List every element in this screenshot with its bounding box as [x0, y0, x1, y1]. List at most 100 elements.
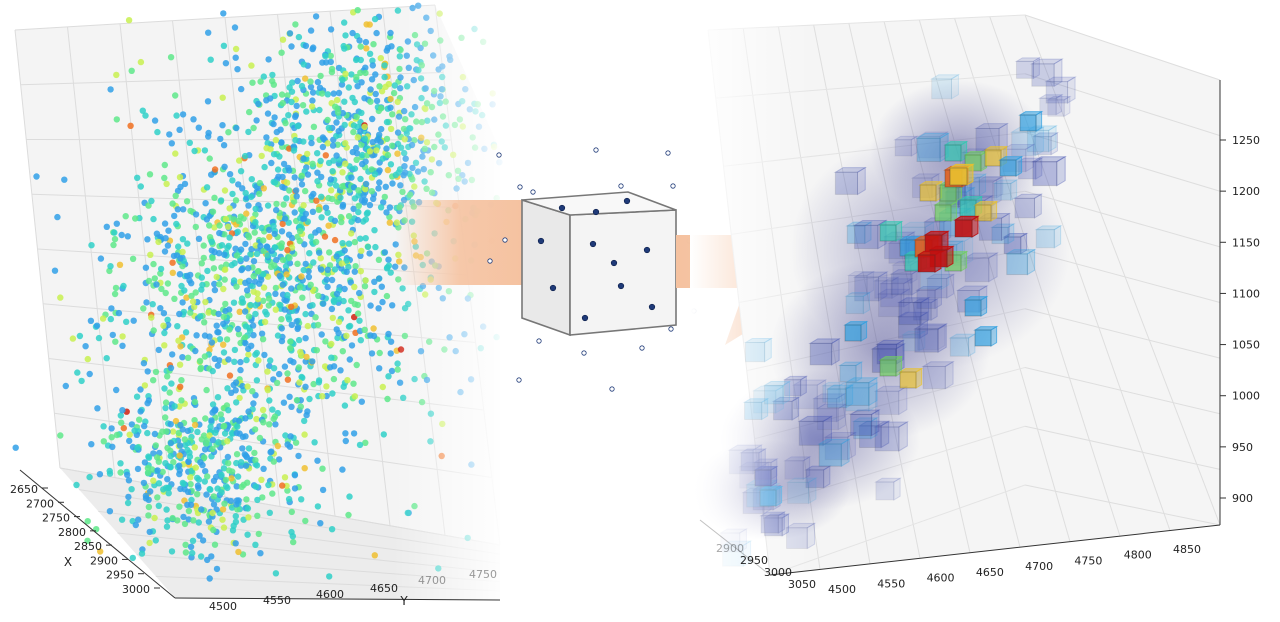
scatter-point — [242, 308, 249, 315]
scatter-point — [211, 541, 219, 548]
scatter-point — [318, 266, 325, 273]
voxel — [871, 409, 880, 437]
voxel — [914, 328, 939, 353]
scatter-point — [321, 233, 329, 240]
scatter-point — [232, 513, 239, 520]
scatter-point — [233, 124, 240, 132]
voxel — [1032, 136, 1052, 156]
voxel — [1031, 156, 1067, 163]
scatter-point — [266, 226, 273, 233]
scatter-point — [295, 336, 303, 344]
z-tick-label: 1250 — [1232, 134, 1260, 147]
scatter-point — [129, 554, 136, 562]
scatter-point — [208, 417, 215, 424]
scatter-point — [271, 230, 278, 238]
scatter-point — [238, 85, 245, 93]
scatter-point — [140, 479, 148, 487]
scatter-point — [99, 315, 107, 322]
scatter-point — [270, 222, 277, 230]
voxel — [852, 271, 889, 278]
scatter-point — [280, 399, 288, 406]
scatter-point — [111, 229, 118, 236]
scatter-point — [235, 548, 242, 556]
scatter-point — [51, 267, 59, 274]
scatter-point — [301, 431, 308, 438]
scatter-point — [164, 280, 172, 287]
scatter-point — [148, 314, 155, 321]
scatter-point — [210, 501, 218, 508]
scatter-point — [220, 313, 227, 320]
scatter-point — [176, 403, 183, 410]
scatter-point — [146, 539, 153, 547]
scatter-point — [137, 408, 144, 415]
voxel — [919, 184, 937, 202]
scatter-point — [237, 168, 245, 175]
scatter-point — [237, 366, 244, 374]
scatter-point — [275, 173, 282, 180]
cube-inner-point — [581, 314, 589, 322]
right-y-axis-line — [769, 524, 1221, 576]
scatter-point — [312, 229, 319, 236]
scatter-point — [213, 273, 220, 281]
scatter-point — [179, 262, 186, 270]
y-tick-label: 4700 — [418, 574, 446, 587]
voxel — [1031, 132, 1060, 138]
voxel — [872, 276, 900, 282]
voxel — [1007, 223, 1015, 245]
scatter-point — [84, 537, 91, 544]
scatter-point — [271, 114, 278, 121]
cube-outer-point — [517, 184, 523, 190]
scatter-point — [208, 553, 215, 560]
scatter-point — [229, 177, 236, 184]
scatter-point — [165, 227, 172, 234]
cube-outer-point — [536, 338, 542, 344]
scatter-point — [232, 540, 239, 547]
voxel — [1002, 232, 1029, 238]
voxel — [875, 339, 906, 345]
scatter-point — [291, 485, 299, 492]
scatter-point — [273, 206, 280, 214]
voxel — [920, 296, 930, 326]
voxel — [898, 316, 921, 339]
scatter-point — [312, 13, 320, 20]
scatter-point — [144, 469, 152, 476]
scatter-point — [246, 327, 254, 334]
scatter-point — [197, 553, 205, 560]
scatter-point — [191, 147, 198, 155]
scatter-point — [141, 422, 148, 430]
scatter-point — [309, 208, 317, 215]
voxel — [917, 136, 941, 159]
voxel — [913, 323, 949, 330]
scatter-point — [244, 383, 251, 390]
scatter-point — [187, 543, 195, 550]
scatter-point — [299, 294, 306, 301]
scatter-point — [278, 49, 285, 56]
scatter-point — [317, 255, 324, 262]
scatter-point — [249, 79, 256, 86]
scatter-point — [197, 364, 205, 371]
scatter-point — [249, 322, 257, 329]
scatter-point — [103, 223, 111, 230]
voxel — [900, 288, 910, 318]
scatter-point — [184, 488, 192, 495]
scatter-point — [181, 180, 189, 188]
scatter-point — [242, 323, 250, 330]
scatter-point — [183, 198, 191, 205]
scatter-point — [209, 445, 216, 453]
scatter-point — [263, 243, 271, 250]
scatter-point — [195, 124, 202, 131]
scatter-point — [278, 243, 285, 250]
voxel — [879, 359, 897, 377]
voxel — [857, 166, 866, 196]
voxel — [844, 377, 879, 384]
scatter-point — [233, 252, 241, 259]
scatter-point — [285, 231, 293, 238]
scatter-point — [302, 517, 309, 525]
scatter-point — [236, 430, 243, 437]
fade-overlay — [330, 0, 510, 622]
scatter-point — [120, 282, 127, 290]
scatter-point — [129, 255, 137, 262]
scatter-point — [280, 201, 287, 208]
scatter-point — [279, 99, 286, 107]
voxel — [836, 392, 846, 423]
